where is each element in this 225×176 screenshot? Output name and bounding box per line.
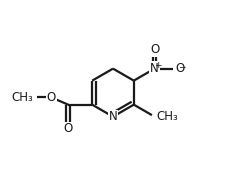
Text: CH₃: CH₃	[11, 91, 33, 104]
Text: N: N	[108, 110, 117, 123]
Text: N: N	[150, 62, 158, 75]
Text: O: O	[63, 122, 72, 135]
Text: +: +	[154, 61, 161, 70]
Text: O: O	[175, 62, 184, 75]
Text: CH₃: CH₃	[155, 110, 177, 123]
Text: O: O	[47, 91, 56, 104]
Text: O: O	[149, 43, 159, 56]
Text: −: −	[177, 62, 184, 71]
